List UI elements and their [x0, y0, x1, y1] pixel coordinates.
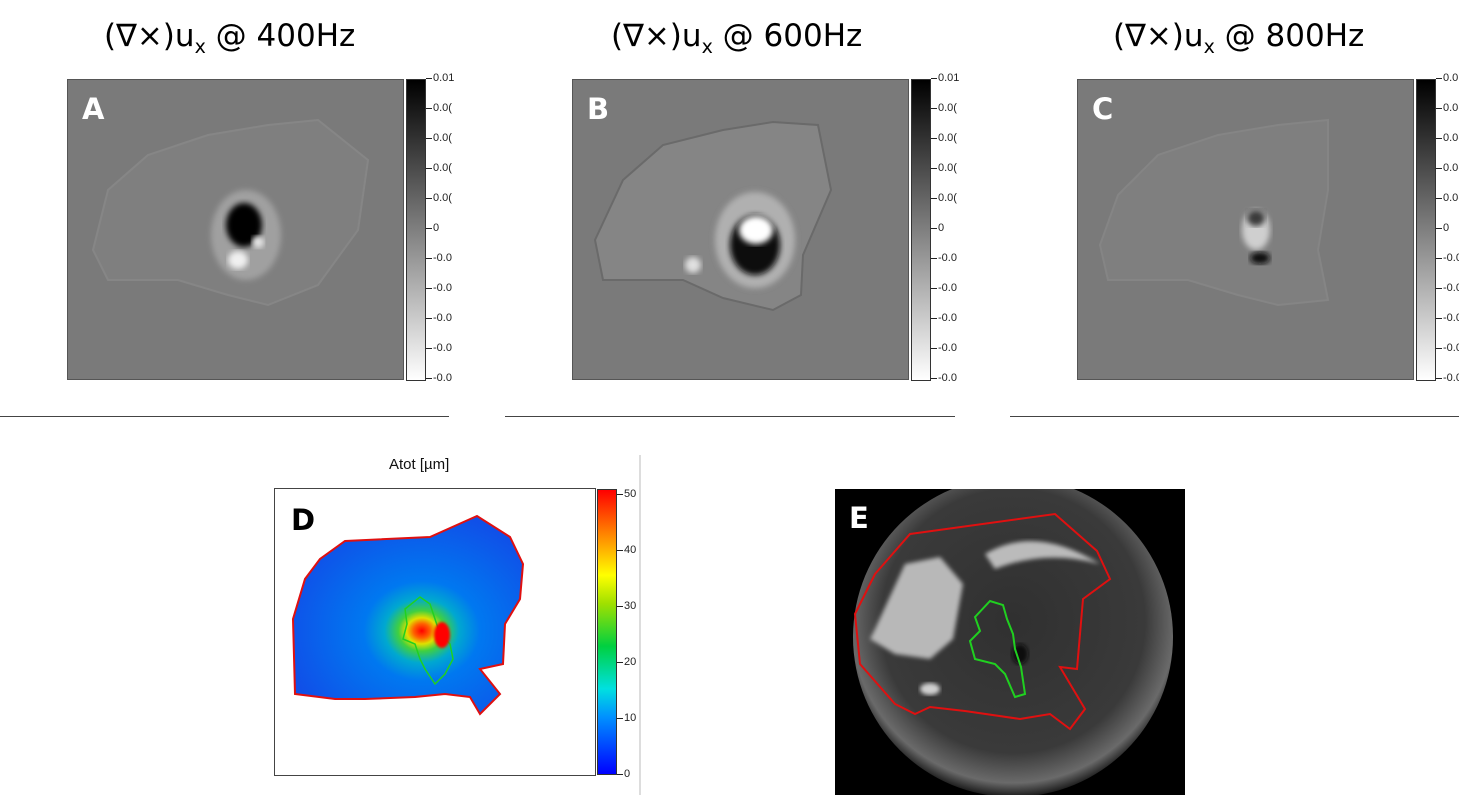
tick-label: -0.0: [1436, 282, 1459, 294]
tick-label: 0.0(: [426, 162, 452, 174]
panel-a-title: (∇×)ux @ 400Hz: [104, 18, 356, 59]
tick-label: 0: [931, 222, 944, 234]
tick-label: 0.0(: [426, 192, 452, 204]
tick-label: 30: [617, 600, 636, 612]
bright-tissue: [870, 557, 963, 659]
tick-label: -0.0: [931, 282, 957, 294]
tick-label: 0.01: [1436, 72, 1459, 84]
separator-a: [0, 416, 449, 417]
atot-map-image: [291, 514, 525, 716]
panel-label-c: C: [1092, 92, 1114, 126]
tick-label: 0.01: [931, 72, 959, 84]
tick-label: -0.0: [1436, 342, 1459, 354]
tick-label: -0.0: [426, 342, 452, 354]
tick-label: -0.0: [1436, 252, 1459, 264]
gray-colorbar-ticks-b: 0.01 0.0( 0.0( 0.0( 0.0( 0 -0.0 -0.0 -0.…: [931, 72, 971, 388]
tick-label: 0: [426, 222, 439, 234]
mri-image: E: [835, 489, 1185, 795]
curl-map-600hz-image: [593, 120, 833, 312]
tick-label: -0.0: [1436, 312, 1459, 324]
curl-map-400hz-image: [91, 118, 370, 307]
panel-label-d: D: [291, 503, 316, 537]
curl-map-800hz: C: [1077, 79, 1414, 380]
tick-label: -0.0: [426, 372, 452, 384]
gray-colorbar-ticks-a: 0.01 0.0( 0.0( 0.0( 0.0( 0 -0.0 -0.0 -0.…: [426, 72, 466, 388]
tick-label: -0.0: [426, 252, 452, 264]
tick-label: 0.0(: [1436, 102, 1459, 114]
tick-label: -0.0: [931, 252, 957, 264]
green-outline: [968, 599, 1027, 699]
separator-c: [1010, 416, 1459, 417]
bright-crescent: [985, 541, 1100, 569]
tick-label: 0.01: [426, 72, 454, 84]
tick-label: 0.0(: [1436, 192, 1459, 204]
tick-label: -0.0: [1436, 372, 1459, 384]
tick-label: 0.0(: [1436, 132, 1459, 144]
tick-label: 0.0(: [931, 102, 957, 114]
tick-label: 0.0(: [931, 132, 957, 144]
atot-colorbar: [597, 489, 617, 775]
curl-map-800hz-image: [1098, 118, 1330, 307]
panel-b-title: (∇×)ux @ 600Hz: [611, 18, 863, 59]
gray-colorbar-b: [911, 79, 931, 381]
tick-label: -0.0: [426, 282, 452, 294]
separator-b: [505, 416, 955, 417]
tick-label: 0: [1436, 222, 1449, 234]
atot-map: D: [274, 488, 596, 776]
tick-label: -0.0: [931, 342, 957, 354]
tick-label: 10: [617, 712, 636, 724]
tick-label: 0.0(: [931, 192, 957, 204]
mri-image-render: [853, 489, 1173, 795]
green-outline: [402, 596, 454, 686]
panel-label-a: A: [82, 92, 105, 126]
tick-label: 40: [617, 544, 636, 556]
red-outline: [853, 512, 1112, 731]
tick-label: 0.0(: [426, 132, 452, 144]
tick-label: 0.0(: [1436, 162, 1459, 174]
gray-colorbar-ticks-c: 0.01 0.0( 0.0( 0.0( 0.0( 0 -0.0 -0.0 -0.…: [1436, 72, 1459, 388]
panel-label-e: E: [849, 501, 869, 535]
gray-colorbar-c: [1416, 79, 1436, 381]
panel-c-title: (∇×)ux @ 800Hz: [1113, 18, 1365, 59]
atot-title: Atot [µm]: [389, 456, 450, 473]
tick-label: -0.0: [931, 312, 957, 324]
tick-label: 50: [617, 488, 636, 500]
tick-label: 0.0(: [931, 162, 957, 174]
curl-map-400hz: A: [67, 79, 404, 380]
atot-colorbar-ticks: 50 40 30 20 10 0: [617, 480, 647, 790]
tick-label: 20: [617, 656, 636, 668]
tick-label: -0.0: [931, 372, 957, 384]
panel-label-b: B: [587, 92, 610, 126]
tick-label: -0.0: [426, 312, 452, 324]
tick-label: 0.0(: [426, 102, 452, 114]
red-outline: [291, 514, 525, 716]
tick-label: 0: [617, 768, 630, 780]
gray-colorbar-a: [406, 79, 426, 381]
vertical-divider: [639, 455, 641, 795]
curl-map-600hz: B: [572, 79, 909, 380]
